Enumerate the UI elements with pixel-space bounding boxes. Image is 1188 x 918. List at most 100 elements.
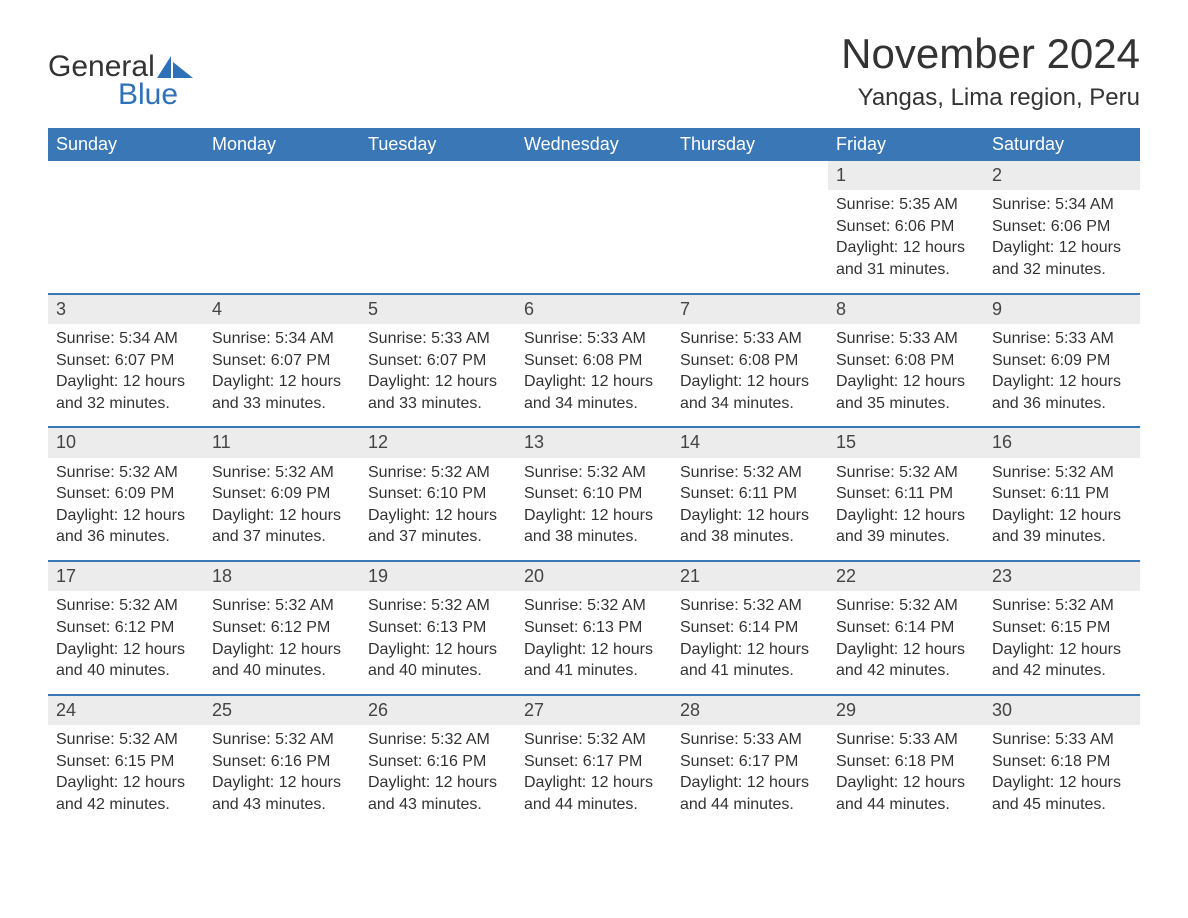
day-sunset: Sunset: 6:15 PM: [992, 617, 1132, 639]
day-daylight2: and 34 minutes.: [680, 393, 820, 415]
day-daylight1: Daylight: 12 hours: [992, 772, 1132, 794]
day-number: 19: [360, 562, 516, 591]
day-daylight1: Daylight: 12 hours: [368, 772, 508, 794]
day-daylight1: Daylight: 12 hours: [368, 505, 508, 527]
day-sunrise: Sunrise: 5:33 AM: [680, 328, 820, 350]
day-number: 27: [516, 696, 672, 725]
day-daylight2: and 31 minutes.: [836, 259, 976, 281]
day-number: 28: [672, 696, 828, 725]
day-number: 16: [984, 428, 1140, 457]
weekday-header-cell: Tuesday: [360, 128, 516, 161]
day-cell: 29Sunrise: 5:33 AMSunset: 6:18 PMDayligh…: [828, 696, 984, 828]
day-daylight1: Daylight: 12 hours: [836, 639, 976, 661]
day-sunrise: Sunrise: 5:32 AM: [212, 729, 352, 751]
day-daylight2: and 44 minutes.: [680, 794, 820, 816]
day-sunrise: Sunrise: 5:32 AM: [836, 462, 976, 484]
day-daylight2: and 33 minutes.: [368, 393, 508, 415]
day-daylight2: and 45 minutes.: [992, 794, 1132, 816]
day-number: 1: [828, 161, 984, 190]
day-cell: 2Sunrise: 5:34 AMSunset: 6:06 PMDaylight…: [984, 161, 1140, 293]
day-daylight1: Daylight: 12 hours: [368, 639, 508, 661]
day-sunrise: Sunrise: 5:33 AM: [836, 328, 976, 350]
day-number: 30: [984, 696, 1140, 725]
day-number: 5: [360, 295, 516, 324]
day-sunset: Sunset: 6:06 PM: [836, 216, 976, 238]
day-sunrise: Sunrise: 5:33 AM: [524, 328, 664, 350]
day-cell: 25Sunrise: 5:32 AMSunset: 6:16 PMDayligh…: [204, 696, 360, 828]
day-number: 17: [48, 562, 204, 591]
day-daylight2: and 40 minutes.: [212, 660, 352, 682]
day-cell: 1Sunrise: 5:35 AMSunset: 6:06 PMDaylight…: [828, 161, 984, 293]
day-daylight2: and 36 minutes.: [56, 526, 196, 548]
day-sunrise: Sunrise: 5:32 AM: [680, 595, 820, 617]
day-daylight1: Daylight: 12 hours: [212, 639, 352, 661]
day-sunset: Sunset: 6:08 PM: [524, 350, 664, 372]
day-sunset: Sunset: 6:09 PM: [56, 483, 196, 505]
day-number: 3: [48, 295, 204, 324]
day-number: 21: [672, 562, 828, 591]
day-sunrise: Sunrise: 5:32 AM: [368, 462, 508, 484]
day-daylight1: Daylight: 12 hours: [992, 505, 1132, 527]
day-number: 12: [360, 428, 516, 457]
page-header: General Blue November 2024 Yangas, Lima …: [48, 30, 1140, 112]
day-sunset: Sunset: 6:10 PM: [368, 483, 508, 505]
day-number: 25: [204, 696, 360, 725]
day-sunset: Sunset: 6:11 PM: [680, 483, 820, 505]
day-sunrise: Sunrise: 5:32 AM: [836, 595, 976, 617]
brand-logo: General Blue: [48, 30, 195, 112]
day-daylight1: Daylight: 12 hours: [836, 237, 976, 259]
day-daylight1: Daylight: 12 hours: [992, 639, 1132, 661]
day-cell: .: [516, 161, 672, 293]
day-sunrise: Sunrise: 5:32 AM: [992, 462, 1132, 484]
day-cell: 26Sunrise: 5:32 AMSunset: 6:16 PMDayligh…: [360, 696, 516, 828]
day-number: 24: [48, 696, 204, 725]
day-number: 15: [828, 428, 984, 457]
day-cell: 10 Sunrise: 5:32 AMSunset: 6:09 PMDayligh…: [48, 428, 204, 560]
day-cell: 16Sunrise: 5:32 AMSunset: 6:11 PMDayligh…: [984, 428, 1140, 560]
day-cell: 7Sunrise: 5:33 AMSunset: 6:08 PMDaylight…: [672, 295, 828, 427]
day-sunrise: Sunrise: 5:32 AM: [56, 595, 196, 617]
day-cell: 11Sunrise: 5:32 AMSunset: 6:09 PMDayligh…: [204, 428, 360, 560]
calendar-weeks: .....1Sunrise: 5:35 AMSunset: 6:06 PMDay…: [48, 161, 1140, 827]
day-cell: .: [672, 161, 828, 293]
day-cell: 17Sunrise: 5:32 AMSunset: 6:12 PMDayligh…: [48, 562, 204, 694]
day-cell: 23Sunrise: 5:32 AMSunset: 6:15 PMDayligh…: [984, 562, 1140, 694]
day-sunset: Sunset: 6:16 PM: [368, 751, 508, 773]
day-sunset: Sunset: 6:07 PM: [368, 350, 508, 372]
day-number: 9: [984, 295, 1140, 324]
day-number: 8: [828, 295, 984, 324]
day-sunset: Sunset: 6:17 PM: [524, 751, 664, 773]
day-daylight2: and 41 minutes.: [680, 660, 820, 682]
day-cell: 12 Sunrise: 5:32 AMSunset: 6:10 PMDayligh…: [360, 428, 516, 560]
day-daylight2: and 37 minutes.: [212, 526, 352, 548]
day-cell: 28Sunrise: 5:33 AMSunset: 6:17 PMDayligh…: [672, 696, 828, 828]
day-daylight1: Daylight: 12 hours: [56, 639, 196, 661]
day-cell: .: [204, 161, 360, 293]
week-row: 10Sunrise: 5:32 AMSunset: 6:09 PMDayligh…: [48, 426, 1140, 560]
week-row: 17Sunrise: 5:32 AMSunset: 6:12 PMDayligh…: [48, 560, 1140, 694]
day-sunrise: Sunrise: 5:34 AM: [212, 328, 352, 350]
day-daylight1: Daylight: 12 hours: [836, 772, 976, 794]
day-sunrise: Sunrise: 5:32 AM: [212, 462, 352, 484]
day-sunset: Sunset: 6:10 PM: [524, 483, 664, 505]
day-daylight2: and 40 minutes.: [368, 660, 508, 682]
day-cell: .: [48, 161, 204, 293]
day-sunset: Sunset: 6:13 PM: [524, 617, 664, 639]
day-daylight1: Daylight: 12 hours: [212, 505, 352, 527]
day-cell: 21Sunrise: 5:32 AMSunset: 6:14 PMDayligh…: [672, 562, 828, 694]
day-daylight2: and 42 minutes.: [56, 794, 196, 816]
day-sunrise: Sunrise: 5:32 AM: [56, 462, 196, 484]
day-daylight1: Daylight: 12 hours: [56, 505, 196, 527]
day-daylight2: and 39 minutes.: [836, 526, 976, 548]
day-cell: 27Sunrise: 5:32 AMSunset: 6:17 PMDayligh…: [516, 696, 672, 828]
day-sunset: Sunset: 6:14 PM: [836, 617, 976, 639]
day-number: 10: [48, 428, 204, 457]
day-daylight1: Daylight: 12 hours: [524, 371, 664, 393]
day-number: 7: [672, 295, 828, 324]
day-daylight2: and 38 minutes.: [524, 526, 664, 548]
day-sunrise: Sunrise: 5:32 AM: [56, 729, 196, 751]
day-number: 23: [984, 562, 1140, 591]
day-sunset: Sunset: 6:08 PM: [680, 350, 820, 372]
day-cell: 9Sunrise: 5:33 AMSunset: 6:09 PMDaylight…: [984, 295, 1140, 427]
day-number: 13: [516, 428, 672, 457]
